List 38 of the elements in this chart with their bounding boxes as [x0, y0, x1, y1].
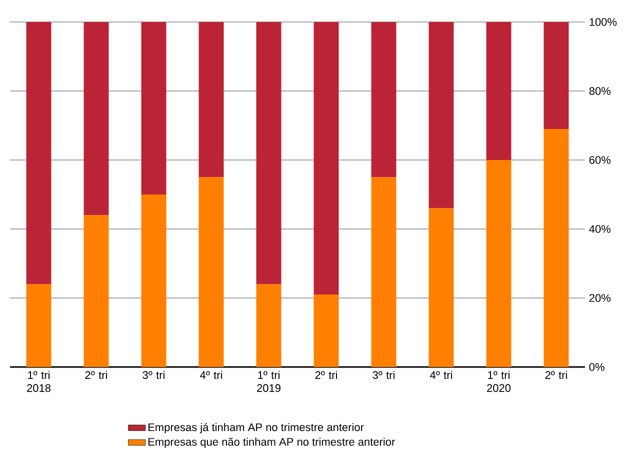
y-tick-label: 80%: [589, 87, 610, 95]
bar: [256, 22, 282, 284]
x-tick-label: 3º tri: [142, 370, 164, 379]
bar: [486, 22, 512, 160]
y-tick-label: 40%: [589, 225, 610, 233]
bar: [544, 22, 569, 129]
bar: [371, 177, 396, 367]
x-tick-label: 2º tri: [545, 370, 567, 379]
bar: [84, 22, 109, 216]
x-tick-label: 1º tri 2020: [487, 370, 511, 392]
x-tick-label: 4º tri: [200, 370, 222, 379]
x-tick-label: 2º tri: [85, 370, 107, 379]
bar: [198, 177, 224, 367]
y-tick-label: 100%: [590, 18, 617, 26]
bar: [141, 22, 166, 194]
bar: [428, 22, 454, 208]
bar: [256, 284, 282, 367]
bar: [486, 160, 512, 367]
legend-label: Empresas já tinham AP no trimestre anterior: [148, 422, 364, 434]
x-tick-label: 1º tri 2019: [257, 370, 280, 392]
y-tick-label: 60%: [589, 156, 610, 164]
x-tick-label: 3º tri: [372, 370, 394, 379]
y-tick-label: 0%: [589, 363, 604, 371]
bar: [141, 194, 166, 367]
x-tick-label: 2º tri: [315, 370, 337, 379]
bar: [198, 22, 224, 178]
legend-label: Empresas que não tinham AP no trimestre anterior: [148, 438, 395, 448]
bar: [544, 128, 569, 367]
bar: [428, 208, 454, 367]
bar: [26, 284, 52, 367]
bar: [314, 22, 339, 295]
bar: [371, 22, 396, 178]
x-tick-label: 1º tri 2018: [27, 370, 51, 392]
bar: [84, 215, 109, 367]
bar: [314, 294, 339, 367]
bar: [26, 22, 52, 284]
x-tick-label: 4º tri: [430, 370, 452, 379]
y-tick-label: 20%: [589, 294, 610, 302]
